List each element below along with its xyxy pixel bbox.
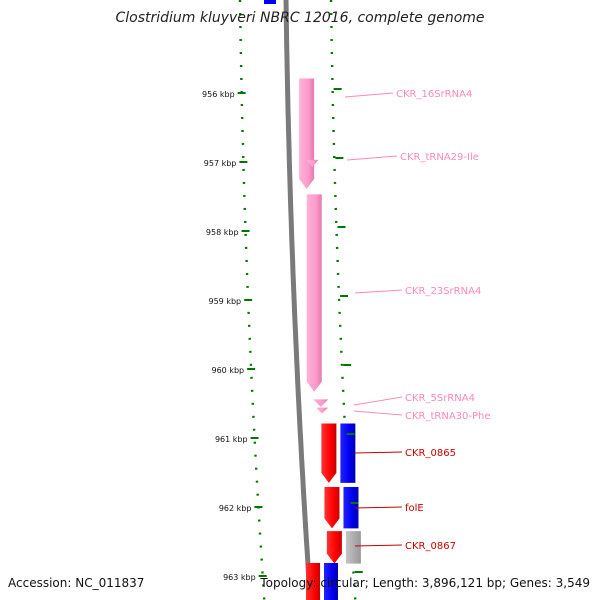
feature-CKR_16SrRNA4 [299, 78, 315, 189]
label-CKR_0865: CKR_0865 [405, 448, 456, 459]
cog-box-folE [343, 486, 359, 529]
position-ticks: 956 kbp 957 kbp 958 kbp 959 kbp 960 kbp 961 k… [202, 88, 363, 582]
leader-CKR_0865 [354, 451, 403, 454]
label-CKR_0867: CKR_0867 [405, 541, 456, 552]
tick-label-956: 956 kbp [202, 90, 235, 99]
feature-CKR_tRNA29-Ile [306, 159, 319, 168]
partial-feature-top [264, 0, 276, 4]
tick-label-961: 961 kbp [215, 435, 248, 444]
label-CKR_23SrRNA4: CKR_23SrRNA4 [405, 286, 481, 297]
leader-CKR_tRNA30-Phe [353, 410, 403, 416]
partial-feature-bottom [306, 563, 320, 600]
feature-CKR_23SrRNA4 [306, 194, 322, 392]
feature-CKR_tRNA30-Phe [316, 407, 329, 414]
partial-cog-bottom [324, 563, 338, 600]
leader-CKR_5SrRNA4 [353, 396, 403, 406]
leader-CKR_tRNA29-Ile [346, 155, 398, 161]
cog-box-CKR_0867 [345, 531, 361, 564]
leader-CKR_23SrRNA4 [354, 289, 403, 294]
label-folE: folE [405, 503, 424, 514]
genome-backbone [264, 0, 313, 600]
cog-box-CKR_0865 [340, 423, 356, 483]
feature-CKR_0867 [326, 531, 342, 564]
tick-label-957: 957 kbp [204, 159, 237, 168]
label-CKR_16SrRNA4: CKR_16SrRNA4 [396, 89, 472, 100]
tick-label-959: 959 kbp [209, 297, 242, 306]
feature-CKR_0865 [321, 423, 337, 483]
outer-guide-dots [329, 0, 357, 600]
tick-label-960: 960 kbp [212, 366, 245, 375]
label-CKR_tRNA29-Ile: CKR_tRNA29-Ile [400, 152, 479, 163]
feature-folE [324, 486, 340, 529]
feature-CKR_5SrRNA4 [313, 399, 329, 407]
feature-labels: CKR_16SrRNA4 CKR_tRNA29-Ile CKR_23SrRNA4 CK… [344, 89, 491, 552]
leader-CKR_16SrRNA4 [344, 92, 394, 98]
label-CKR_tRNA30-Phe: CKR_tRNA30-Phe [405, 411, 491, 422]
leader-folE [354, 506, 403, 509]
accession-label: Accession: NC_011837 [8, 576, 144, 590]
map-title: Clostridium kluyveri NBRC 12016, complet… [115, 10, 484, 26]
tick-label-958: 958 kbp [206, 228, 239, 237]
tick-label-962: 962 kbp [219, 504, 252, 513]
feature-track [299, 78, 361, 600]
genome-summary: Topology: circular; Length: 3,896,121 bp… [259, 576, 590, 590]
tick-label-963: 963 kbp [223, 573, 256, 582]
backbone-line [283, 0, 313, 600]
label-CKR_5SrRNA4: CKR_5SrRNA4 [405, 393, 475, 404]
leader-CKR_0867 [354, 544, 403, 547]
